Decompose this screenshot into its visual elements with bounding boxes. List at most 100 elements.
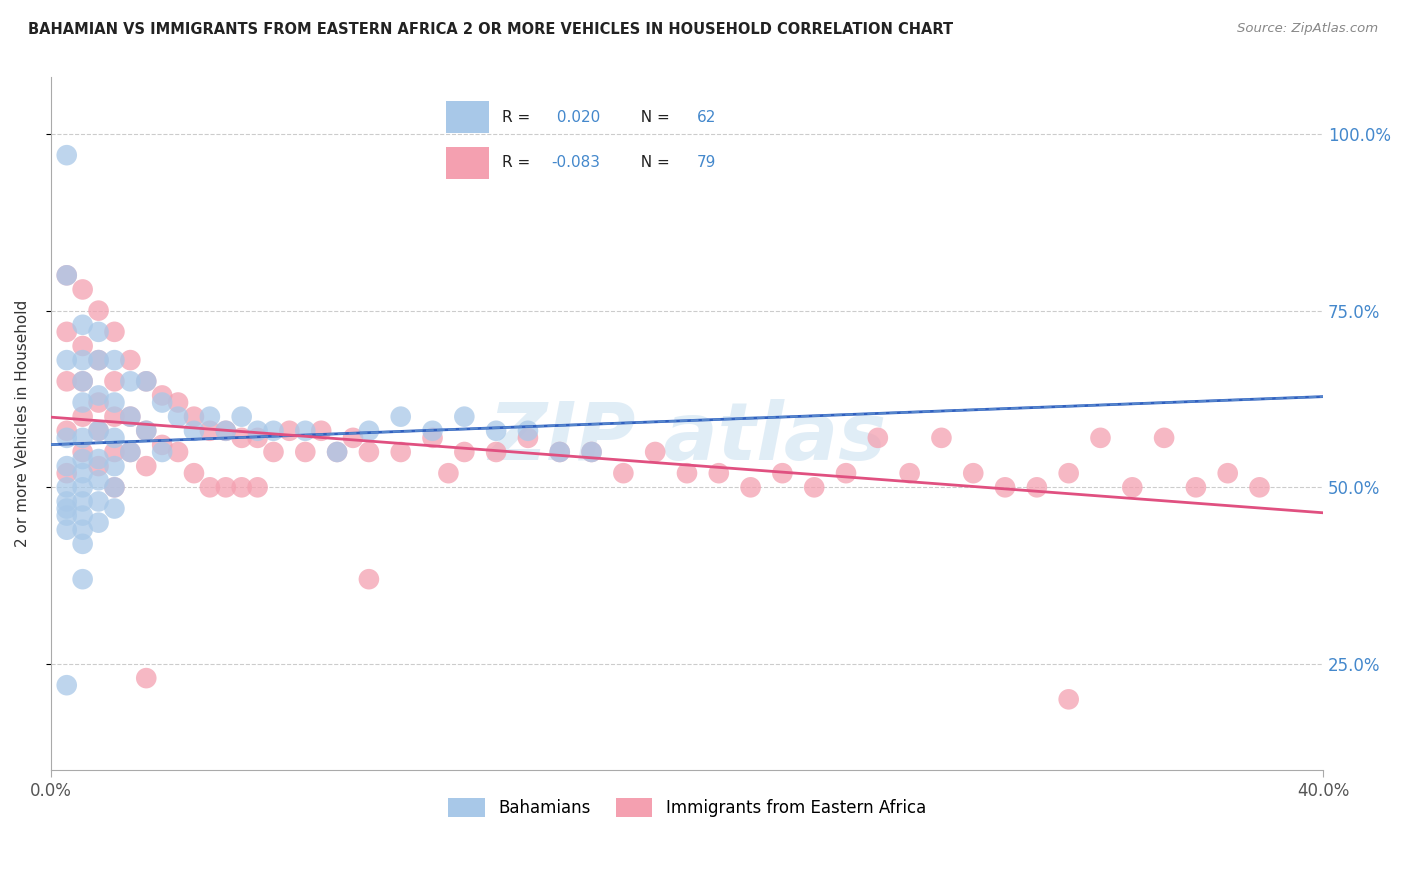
Point: [198, 409, 221, 424]
Point: [516, 431, 538, 445]
Point: [72, 374, 94, 388]
Point: [87, 424, 110, 438]
Point: [215, 480, 238, 494]
Point: [72, 452, 94, 467]
Point: [55, 501, 77, 516]
Point: [770, 466, 793, 480]
Point: [72, 374, 94, 388]
Point: [644, 445, 666, 459]
Point: [931, 431, 953, 445]
Point: [150, 388, 173, 402]
Point: [55, 148, 77, 162]
Point: [612, 466, 634, 480]
Point: [135, 424, 157, 438]
Point: [72, 353, 94, 368]
Point: [581, 445, 603, 459]
Point: [357, 445, 380, 459]
Point: [87, 353, 110, 368]
Point: [581, 445, 603, 459]
Point: [72, 318, 94, 332]
Point: [231, 480, 253, 494]
Point: [55, 678, 77, 692]
Point: [962, 466, 984, 480]
Point: [135, 374, 157, 388]
Point: [135, 671, 157, 685]
Point: [740, 480, 762, 494]
Point: [87, 353, 110, 368]
Point: [1090, 431, 1112, 445]
Point: [246, 480, 269, 494]
Point: [422, 424, 444, 438]
Point: [87, 303, 110, 318]
Point: [485, 445, 508, 459]
Point: [150, 445, 173, 459]
Point: [548, 445, 571, 459]
Point: [389, 409, 412, 424]
Point: [135, 424, 157, 438]
Point: [707, 466, 730, 480]
Point: [120, 353, 142, 368]
Point: [326, 445, 349, 459]
Point: [72, 431, 94, 445]
Point: [55, 508, 77, 523]
Point: [866, 431, 889, 445]
Point: [72, 395, 94, 409]
Point: [1216, 466, 1239, 480]
Point: [357, 424, 380, 438]
Point: [72, 523, 94, 537]
Point: [55, 424, 77, 438]
Point: [294, 424, 316, 438]
Point: [87, 516, 110, 530]
Text: Source: ZipAtlas.com: Source: ZipAtlas.com: [1237, 22, 1378, 36]
Point: [72, 508, 94, 523]
Point: [120, 409, 142, 424]
Point: [72, 282, 94, 296]
Point: [453, 445, 475, 459]
Point: [72, 494, 94, 508]
Legend: Bahamians, Immigrants from Eastern Africa: Bahamians, Immigrants from Eastern Afric…: [441, 791, 932, 824]
Point: [72, 537, 94, 551]
Point: [1249, 480, 1271, 494]
Point: [103, 353, 125, 368]
Point: [167, 409, 190, 424]
Point: [103, 374, 125, 388]
Point: [437, 466, 460, 480]
Point: [198, 480, 221, 494]
Point: [183, 409, 205, 424]
Point: [103, 459, 125, 474]
Point: [72, 480, 94, 494]
Point: [1057, 692, 1080, 706]
Point: [55, 374, 77, 388]
Point: [55, 466, 77, 480]
Point: [1121, 480, 1143, 494]
Point: [120, 445, 142, 459]
Point: [72, 339, 94, 353]
Point: [246, 424, 269, 438]
Point: [342, 431, 364, 445]
Point: [803, 480, 825, 494]
Point: [55, 523, 77, 537]
Point: [55, 268, 77, 283]
Point: [135, 459, 157, 474]
Point: [1185, 480, 1208, 494]
Point: [135, 374, 157, 388]
Point: [120, 445, 142, 459]
Point: [183, 424, 205, 438]
Point: [1153, 431, 1175, 445]
Point: [548, 445, 571, 459]
Point: [453, 409, 475, 424]
Point: [120, 409, 142, 424]
Point: [55, 268, 77, 283]
Point: [1025, 480, 1047, 494]
Point: [55, 353, 77, 368]
Point: [103, 480, 125, 494]
Point: [87, 459, 110, 474]
Point: [215, 424, 238, 438]
Point: [167, 395, 190, 409]
Point: [422, 431, 444, 445]
Point: [198, 424, 221, 438]
Point: [103, 409, 125, 424]
Point: [263, 445, 285, 459]
Text: BAHAMIAN VS IMMIGRANTS FROM EASTERN AFRICA 2 OR MORE VEHICLES IN HOUSEHOLD CORRE: BAHAMIAN VS IMMIGRANTS FROM EASTERN AFRI…: [28, 22, 953, 37]
Point: [835, 466, 858, 480]
